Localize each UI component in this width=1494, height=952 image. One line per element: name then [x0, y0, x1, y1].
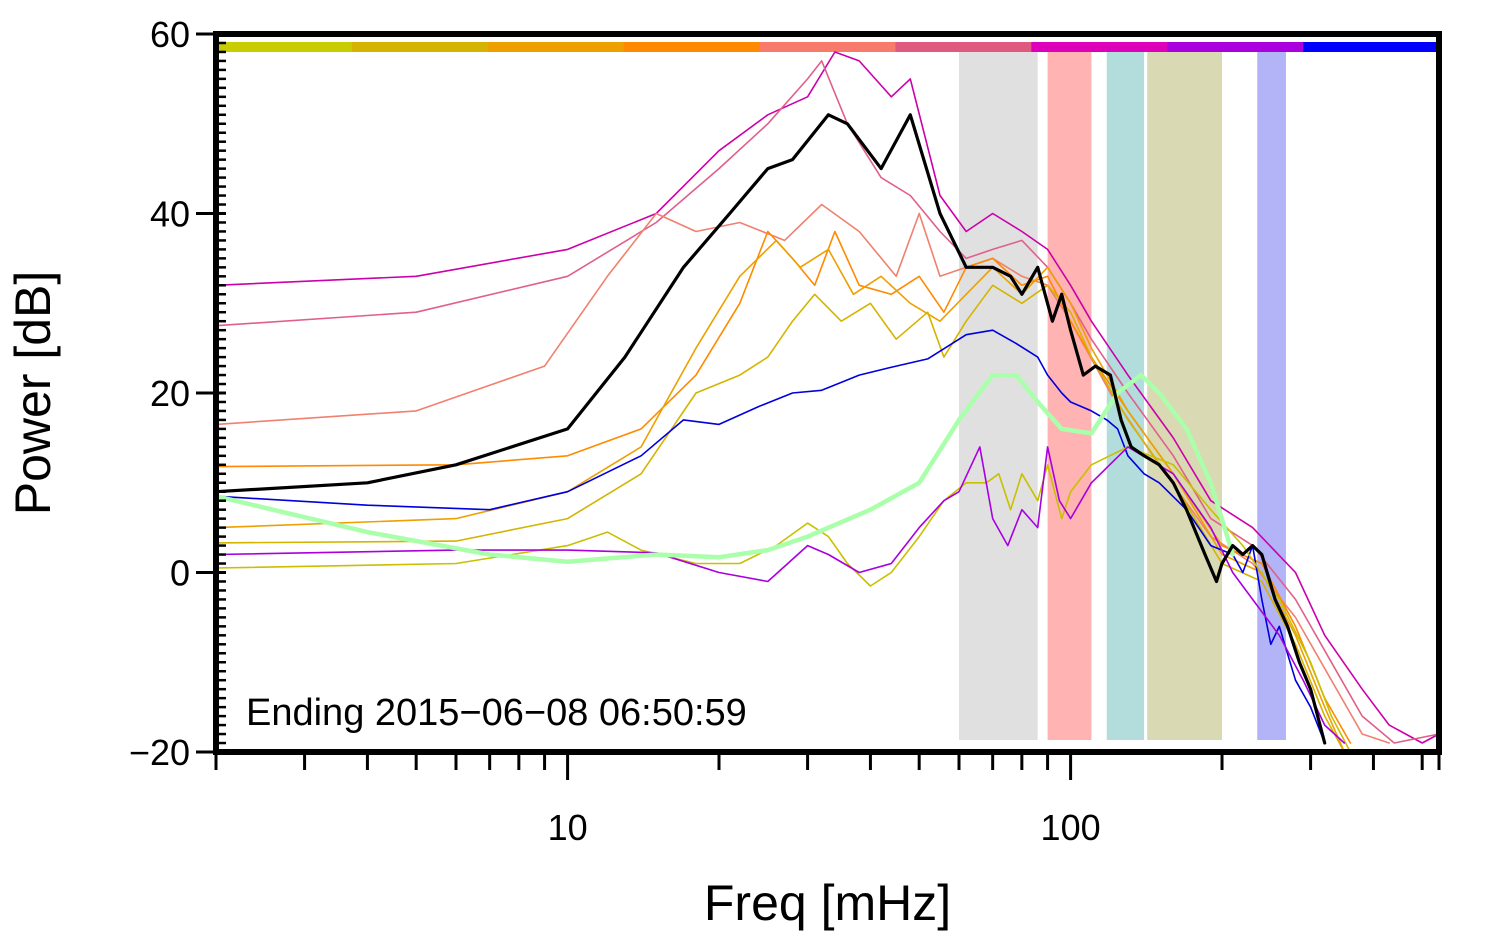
- series-lines: [213, 51, 1440, 753]
- y-axis-title: Power [dB]: [5, 271, 61, 516]
- band-4: [1147, 52, 1223, 740]
- y-tick-label: −20: [129, 732, 190, 773]
- series-line-light-green: [213, 372, 1235, 564]
- series-line-salmon: [215, 203, 1390, 744]
- y-tick-label: 60: [150, 14, 190, 55]
- color-bar-segment-3: [487, 42, 625, 52]
- series-line-pink-rose: [215, 60, 1440, 744]
- axis-ticks: 60 40 20 0 −20 10 100: [129, 14, 1441, 848]
- color-bar-segment-8: [1167, 42, 1304, 52]
- band-1: [959, 52, 1038, 740]
- series-line-gold: [215, 284, 1346, 753]
- color-bar-segment-9: [1303, 42, 1440, 52]
- x-tick-label: 100: [1041, 807, 1101, 848]
- series-line-magenta: [215, 51, 1440, 744]
- series-line-purple: [215, 446, 1346, 744]
- series-line-orange-mid: [215, 239, 1346, 753]
- x-axis-title: Freq [mHz]: [704, 875, 951, 931]
- y-tick-label: 40: [150, 194, 190, 235]
- color-bar-segment-5: [759, 42, 897, 52]
- band-2: [1047, 52, 1092, 740]
- annotation-text: Ending 2015−06−08 06:50:59: [246, 692, 747, 734]
- series-line-mean: [214, 113, 1327, 745]
- x-tick-label: 10: [548, 807, 588, 848]
- color-bar-segment-7: [1031, 42, 1168, 52]
- color-bar-segment-1: [216, 42, 353, 52]
- y-tick-label: 0: [170, 553, 190, 594]
- frequency-bands: [959, 52, 1286, 740]
- color-bar: [216, 42, 1440, 52]
- y-tick-label: 20: [150, 373, 190, 414]
- color-bar-segment-4: [623, 42, 761, 52]
- plot-frame: [213, 31, 1442, 755]
- color-bar-segment-6: [895, 42, 1032, 52]
- color-bar-segment-2: [351, 42, 489, 52]
